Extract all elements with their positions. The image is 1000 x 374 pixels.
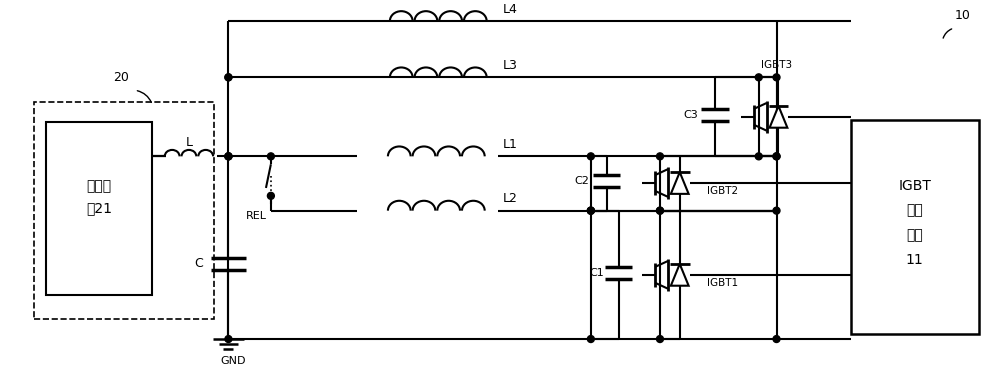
- Circle shape: [587, 153, 594, 160]
- Circle shape: [225, 74, 232, 81]
- Text: L4: L4: [502, 3, 517, 16]
- Circle shape: [587, 335, 594, 343]
- Text: 10: 10: [954, 9, 970, 22]
- Circle shape: [657, 207, 663, 214]
- Text: C2: C2: [575, 176, 589, 186]
- Circle shape: [267, 192, 274, 199]
- Text: IGBT1: IGBT1: [707, 278, 739, 288]
- Circle shape: [773, 335, 780, 343]
- Text: REL: REL: [246, 211, 267, 221]
- Text: L2: L2: [502, 192, 517, 205]
- Bar: [46, 122, 152, 295]
- Polygon shape: [671, 264, 689, 286]
- Bar: [851, 120, 979, 334]
- Text: C3: C3: [683, 110, 698, 120]
- Text: IGBT: IGBT: [898, 179, 931, 193]
- Circle shape: [657, 153, 663, 160]
- Circle shape: [773, 74, 780, 81]
- Polygon shape: [671, 172, 689, 194]
- Circle shape: [587, 207, 594, 214]
- FancyArrowPatch shape: [137, 91, 151, 102]
- Bar: [34, 102, 214, 319]
- Text: C1: C1: [589, 268, 604, 278]
- Circle shape: [225, 153, 232, 160]
- Text: L3: L3: [502, 59, 517, 72]
- Text: C: C: [194, 257, 203, 270]
- Circle shape: [225, 153, 232, 160]
- Text: 驱动: 驱动: [906, 204, 923, 218]
- Text: 20: 20: [113, 71, 129, 84]
- Text: IGBT3: IGBT3: [761, 61, 792, 70]
- Text: 11: 11: [906, 253, 924, 267]
- Text: 源21: 源21: [86, 202, 112, 216]
- FancyArrowPatch shape: [943, 29, 952, 38]
- Circle shape: [773, 207, 780, 214]
- Circle shape: [773, 153, 780, 160]
- Circle shape: [587, 207, 594, 214]
- Circle shape: [755, 74, 762, 81]
- Text: 单元: 单元: [906, 229, 923, 242]
- Circle shape: [657, 207, 663, 214]
- Polygon shape: [770, 106, 787, 128]
- Text: L: L: [185, 136, 192, 149]
- Circle shape: [225, 335, 232, 343]
- Circle shape: [587, 207, 594, 214]
- Circle shape: [225, 74, 232, 81]
- Text: GND: GND: [221, 356, 246, 366]
- Circle shape: [755, 153, 762, 160]
- Circle shape: [267, 153, 274, 160]
- Circle shape: [657, 335, 663, 343]
- Text: IGBT2: IGBT2: [707, 186, 739, 196]
- Text: 供电电: 供电电: [86, 179, 112, 193]
- Circle shape: [225, 153, 232, 160]
- Text: L1: L1: [502, 138, 517, 151]
- Circle shape: [773, 153, 780, 160]
